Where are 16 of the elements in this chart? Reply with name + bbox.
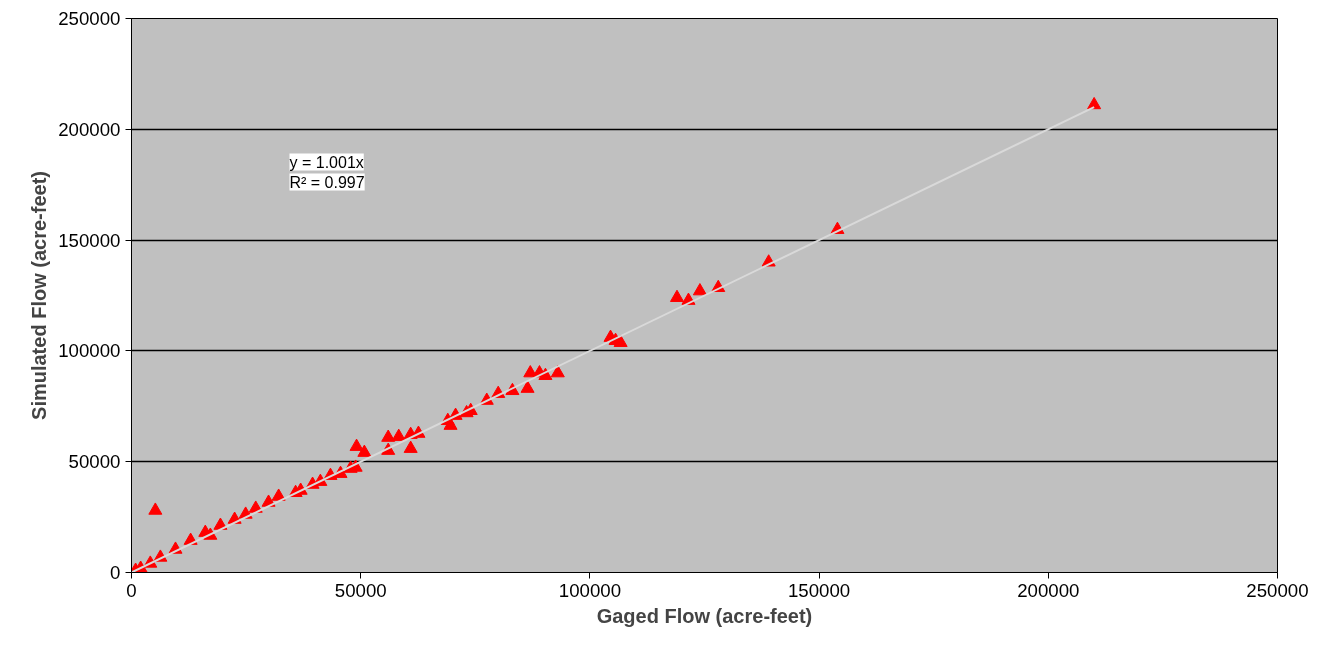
y-axis-title: Simulated Flow (acre-feet)	[28, 171, 51, 420]
y-tick-label: 250000	[58, 8, 121, 29]
y-tick-label: 0	[110, 562, 121, 583]
x-tick-label: 250000	[1246, 579, 1309, 601]
x-tick-label: 50000	[334, 579, 387, 601]
annotation: R² = 0.997	[289, 173, 365, 191]
y-tick-label: 100000	[58, 340, 121, 362]
x-axis-title: Gaged Flow (acre-feet)	[596, 604, 813, 627]
x-tick-label: 0	[126, 579, 137, 601]
y-tick-label: 200000	[58, 118, 121, 140]
x-tick-label: 200000	[1017, 579, 1080, 601]
y-tick-label: 50000	[68, 451, 121, 473]
y-tick-label: 150000	[58, 229, 121, 251]
annotation: y = 1.001x	[289, 153, 364, 171]
x-tick-label: 150000	[787, 579, 851, 601]
x-tick-label: 100000	[558, 579, 622, 601]
